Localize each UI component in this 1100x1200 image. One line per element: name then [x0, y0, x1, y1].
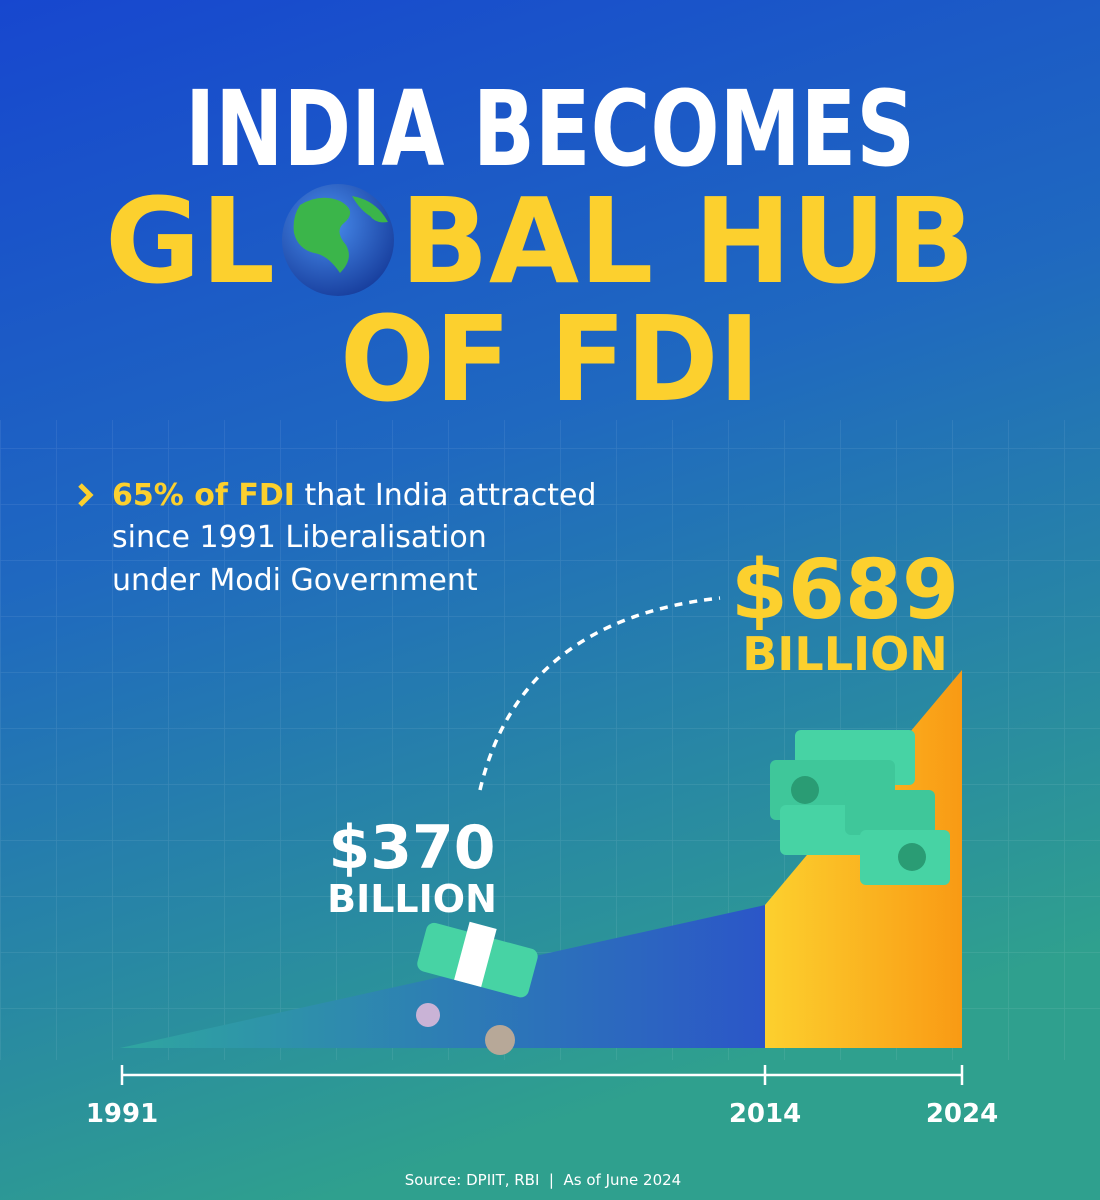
title-line-1: INDIA BECOMES — [185, 68, 915, 190]
bullet-line-3: under Modi Government — [112, 563, 478, 598]
bullet-line-2: since 1991 Liberalisation — [112, 520, 487, 555]
timeline-axis — [120, 1065, 964, 1085]
title-line-2-left: GL — [105, 172, 275, 310]
timeline-label: 2014 — [729, 1099, 801, 1129]
timeline-label: 2024 — [926, 1099, 998, 1129]
figure-1-unit: BILLION — [327, 877, 497, 921]
bullet-chevron — [78, 483, 94, 507]
money-stack-large — [770, 730, 950, 885]
money-stack-small — [416, 921, 538, 1055]
figure-2-unit: BILLION — [742, 627, 948, 681]
bullet-highlight: 65% of FDI — [112, 478, 295, 513]
title-line-3: OF FDI — [340, 290, 760, 428]
bullet-line-1: 65% of FDI that India attracted — [112, 478, 596, 513]
figure-1-amount: $370 — [329, 813, 496, 883]
timeline-label: 1991 — [86, 1099, 158, 1129]
bullet-text: that India attracted — [295, 478, 597, 513]
title-line-2-right: BAL HUB — [400, 172, 975, 310]
figure-2-amount: $689 — [731, 543, 959, 638]
source-note: Source: DPIIT, RBI | As of June 2024 — [405, 1171, 681, 1189]
globe-icon — [282, 184, 394, 296]
